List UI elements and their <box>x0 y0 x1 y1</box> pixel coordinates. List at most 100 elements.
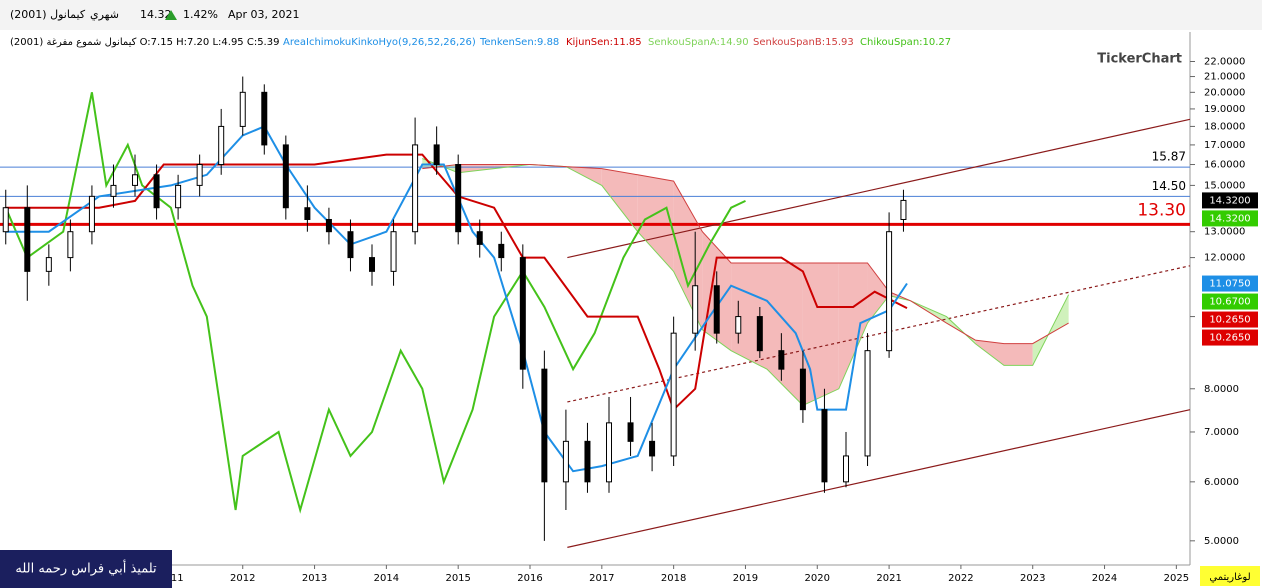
y-tick-label: 6.0000 <box>1204 477 1239 488</box>
y-tick-label: 7.0000 <box>1204 427 1239 438</box>
x-tick-label: 2025 <box>1164 573 1189 584</box>
candle-body <box>886 231 893 352</box>
x-tick-label: 2014 <box>374 573 399 584</box>
x-tick-label: 2017 <box>589 573 614 584</box>
candle-body <box>649 440 656 457</box>
indicator-line <box>4 92 746 514</box>
watermark: TickerChart <box>1097 52 1182 67</box>
price-badge <box>1202 275 1258 292</box>
candle-body <box>304 207 311 220</box>
y-tick-label: 18.0000 <box>1204 121 1245 132</box>
price-badge <box>1202 293 1258 310</box>
candle-body <box>519 257 526 370</box>
candle-body <box>476 231 483 245</box>
candle-body <box>821 409 828 483</box>
candle-body <box>261 91 268 146</box>
author-note: تلميذ أبي فراس رحمه الله <box>15 560 157 577</box>
cloud <box>838 263 868 389</box>
y-tick-label: 17.0000 <box>1204 140 1245 151</box>
x-tick-label: 2012 <box>230 573 255 584</box>
candle-body <box>842 455 849 483</box>
candle-body <box>584 440 591 483</box>
y-tick-label: 22.0000 <box>1204 56 1245 67</box>
cloud <box>975 340 1004 366</box>
cloud <box>601 168 638 232</box>
legend-entry: TenkenSen:9.88 <box>479 37 559 48</box>
candle-body <box>325 218 332 233</box>
legend-entry: ChikouSpan:10.27 <box>860 37 951 48</box>
price-badge-label: 14.3200 <box>1209 213 1250 224</box>
candle-body <box>369 257 376 272</box>
symbol: كيمانول (2001) <box>10 8 86 21</box>
indicator-line <box>5 153 908 412</box>
legend-entry: SenkouSpanA:14.90 <box>648 37 749 48</box>
price-badge-label: 11.0750 <box>1209 279 1250 290</box>
up-arrow <box>165 10 177 20</box>
y-tick-label: 8.0000 <box>1204 384 1239 395</box>
price-badge-label: 14.3200 <box>1209 195 1250 206</box>
trend-line <box>567 265 1191 403</box>
legend-entry: SenkouSpanB:15.93 <box>753 37 854 48</box>
y-tick-label: 5.0000 <box>1204 536 1239 547</box>
level-label: 13.30 <box>1137 200 1186 220</box>
candle-body <box>2 207 9 233</box>
price-badge-label: 10.2650 <box>1209 315 1250 326</box>
trend-line <box>567 118 1191 259</box>
y-tick-label: 13.0000 <box>1204 227 1245 238</box>
plot-area: 22.0000 21.0000 20.0000 19.0000 18.0000 17.00… <box>0 32 1245 584</box>
x-tick-label: 2016 <box>517 573 542 584</box>
candle-body <box>864 350 871 457</box>
price-badge <box>1202 210 1258 227</box>
candle-body <box>541 368 548 483</box>
cloud <box>458 164 495 173</box>
price-badge-label: 10.6700 <box>1209 297 1250 308</box>
candle-body <box>196 164 203 186</box>
candle-body <box>67 231 74 259</box>
scale-label: لوغاريتمي <box>1209 572 1250 583</box>
level-label: 15.87 <box>1152 150 1186 164</box>
candle-body <box>606 422 613 483</box>
candle-body <box>175 184 182 209</box>
price-badge <box>1202 192 1258 209</box>
candle-body <box>455 164 462 233</box>
y-tick-label: 16.0000 <box>1204 160 1245 171</box>
x-tick-label: 2021 <box>876 573 901 584</box>
chart-title: كيمانول شموع مفرغة (2001) O:7.15 H:7.20 … <box>10 37 279 48</box>
x-tick-label: 2015 <box>445 573 470 584</box>
candle-body <box>799 368 806 411</box>
period: شهري <box>90 8 119 21</box>
candle-body <box>24 207 31 272</box>
y-tick-label: 12.0000 <box>1204 253 1245 264</box>
candle-body <box>218 125 225 166</box>
x-tick-label: 2023 <box>1020 573 1045 584</box>
candle-body <box>110 184 117 197</box>
candle-body <box>713 285 720 334</box>
y-tick-label: 21.0000 <box>1204 72 1245 83</box>
candle-body <box>412 144 419 233</box>
note-box <box>0 550 172 588</box>
candle-body <box>562 440 569 483</box>
candle-body <box>756 316 763 352</box>
candle-body <box>735 316 742 334</box>
header-bar <box>0 0 1262 30</box>
y-tick-label: 20.0000 <box>1204 87 1245 98</box>
x-tick-label: 2013 <box>302 573 327 584</box>
change: 1.42% <box>183 8 218 21</box>
price: 14.32 <box>140 8 172 21</box>
candle-body <box>900 199 907 220</box>
price-badge <box>1202 311 1258 328</box>
candle-body <box>390 231 397 272</box>
candle-body <box>239 91 246 127</box>
price-badge-label: 10.2650 <box>1209 333 1250 344</box>
candle-body <box>282 144 289 209</box>
indicator-line <box>422 164 1069 345</box>
candle-body <box>153 174 160 209</box>
legend-entry: KijunSen:11.85 <box>566 37 642 48</box>
trend-line <box>567 409 1191 548</box>
cloud <box>802 263 839 406</box>
y-tick-label: 19.0000 <box>1204 104 1245 115</box>
x-tick-label: 2022 <box>948 573 973 584</box>
candle-body <box>627 422 634 442</box>
